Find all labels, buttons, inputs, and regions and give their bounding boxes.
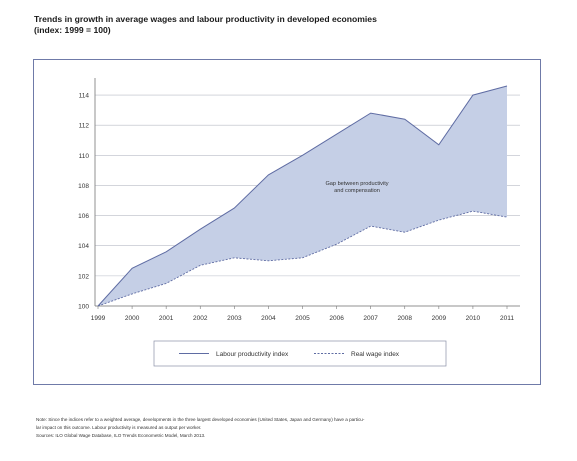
title-line-2: (index: 1999 = 100): [34, 25, 111, 35]
y-tick-label: 102: [78, 273, 89, 280]
x-tick-label: 2003: [227, 315, 242, 322]
y-tick-label: 108: [78, 183, 89, 190]
y-tick-label: 110: [79, 153, 90, 160]
legend-label-real-wage: Real wage index: [351, 351, 400, 358]
x-tick-label: 2011: [500, 315, 514, 322]
x-tick-label: 2000: [125, 315, 140, 322]
chart: 100 102 104 106 108 110 112 114 1999 2000 2001 2002…: [78, 78, 520, 367]
gap-annotation: Gap between productivity and compensation: [325, 181, 388, 194]
chart-notes: Note: Since the indices refer to a weigh…: [36, 416, 546, 440]
sources-line: Sources: ILO Global Wage Database, ILO T…: [36, 433, 206, 438]
x-tick-label: 2008: [398, 315, 413, 322]
chart-frame: 100 102 104 106 108 110 112 114 1999 2000 2001 2002…: [33, 59, 541, 385]
x-tick-label: 2007: [363, 315, 378, 322]
legend-label-labour-productivity: Labour productivity index: [216, 351, 289, 358]
x-tick-label: 2010: [466, 315, 481, 322]
note-line-1: Note: Since the indices refer to a weigh…: [36, 417, 365, 422]
x-tick-label: 2005: [295, 315, 310, 322]
x-tick-label: 2001: [159, 315, 174, 322]
series-line-real-wage: [97, 210, 508, 307]
x-tick-label: 2009: [432, 315, 447, 322]
y-tick-label: 104: [78, 243, 89, 250]
y-tick-label: 106: [78, 213, 89, 220]
y-tick-label: 112: [79, 123, 90, 130]
y-tick-label: 114: [79, 93, 90, 100]
x-tick-label: 2004: [261, 315, 276, 322]
title-line-1: Trends in growth in average wages and la…: [34, 14, 377, 24]
series-line-labour-productivity: [97, 85, 508, 307]
x-tick-label: 1999: [91, 315, 106, 322]
y-tick-label: 100: [78, 304, 89, 311]
x-tick-label: 2002: [193, 315, 208, 322]
note-line-2: lar impact on this outcome. Labour produ…: [36, 425, 202, 430]
chart-title: Trends in growth in average wages and la…: [34, 14, 377, 36]
x-tick-label: 2006: [329, 315, 344, 322]
gap-area: [98, 86, 507, 306]
